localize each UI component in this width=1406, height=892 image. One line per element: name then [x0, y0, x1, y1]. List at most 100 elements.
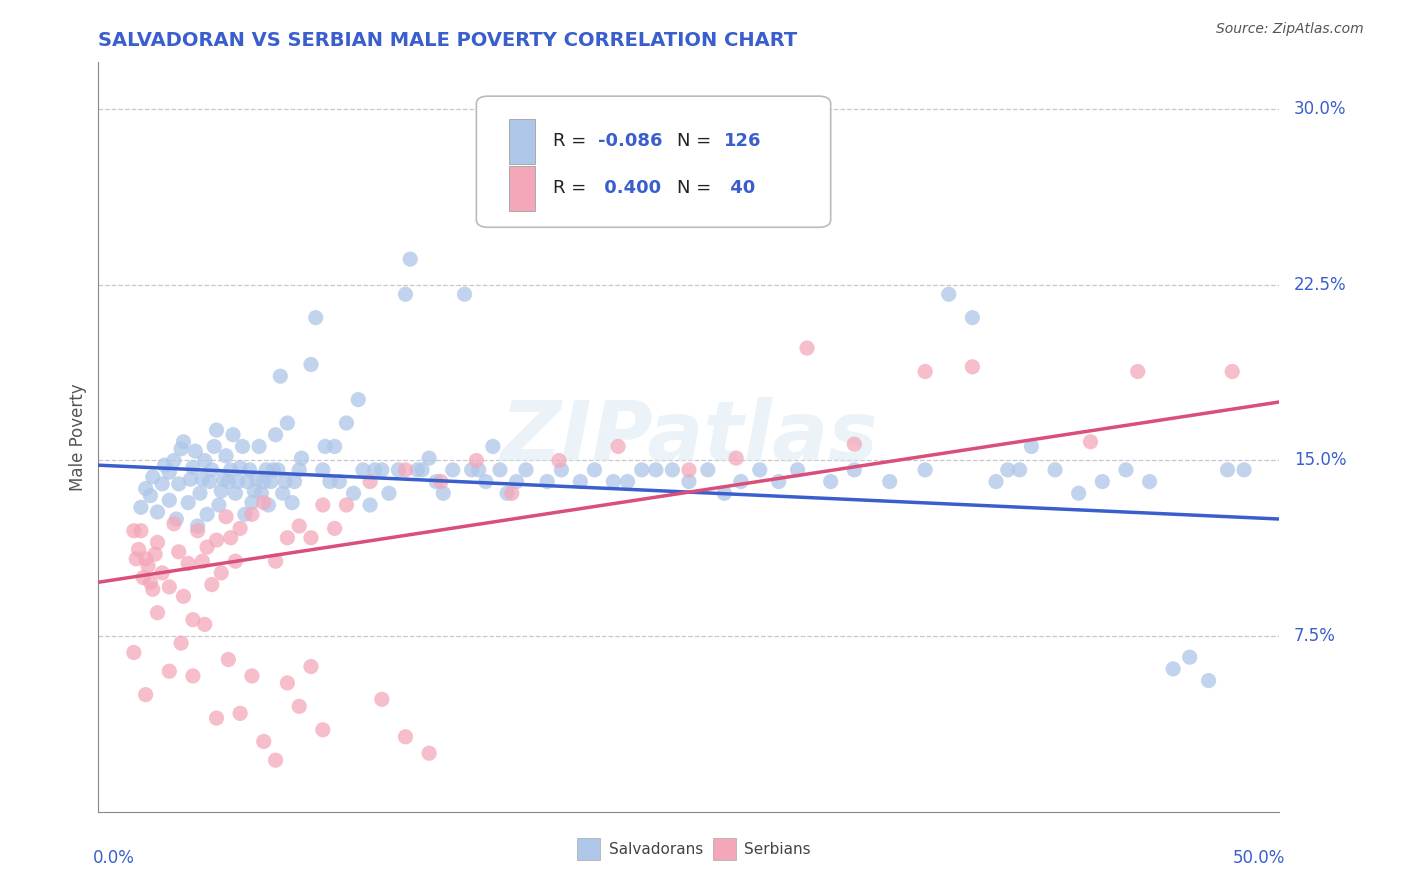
- Text: 15.0%: 15.0%: [1294, 451, 1346, 469]
- Point: [290, 451, 312, 466]
- Point: [198, 475, 221, 489]
- Point: [1115, 463, 1137, 477]
- Point: [453, 287, 475, 301]
- Point: [1008, 463, 1031, 477]
- Point: [236, 475, 259, 489]
- Point: [215, 509, 238, 524]
- Point: [630, 463, 652, 477]
- Point: [299, 531, 322, 545]
- Point: [219, 463, 242, 477]
- Point: [170, 636, 193, 650]
- Point: [276, 676, 298, 690]
- Point: [387, 463, 409, 477]
- Point: [879, 475, 901, 489]
- Point: [139, 575, 162, 590]
- Point: [312, 463, 335, 477]
- Text: 50.0%: 50.0%: [1233, 849, 1285, 867]
- Point: [253, 495, 276, 509]
- Point: [467, 463, 489, 477]
- Point: [1161, 662, 1184, 676]
- Point: [222, 427, 245, 442]
- Text: 40: 40: [724, 179, 755, 197]
- Point: [239, 463, 262, 477]
- Point: [224, 554, 246, 568]
- Point: [264, 753, 287, 767]
- Point: [122, 524, 145, 538]
- Point: [150, 476, 173, 491]
- Point: [323, 440, 346, 453]
- Point: [394, 463, 416, 477]
- Point: [418, 746, 440, 760]
- Point: [201, 577, 224, 591]
- Point: [253, 475, 276, 489]
- Point: [378, 486, 401, 500]
- Point: [167, 476, 190, 491]
- Point: [146, 535, 169, 549]
- Point: [730, 475, 752, 489]
- Point: [496, 486, 519, 500]
- Point: [283, 475, 305, 489]
- Point: [997, 463, 1019, 477]
- Point: [1067, 486, 1090, 500]
- Point: [165, 512, 187, 526]
- Point: [796, 341, 818, 355]
- Point: [195, 540, 218, 554]
- Point: [129, 524, 152, 538]
- Point: [505, 475, 527, 489]
- Point: [962, 359, 984, 374]
- Point: [271, 486, 294, 500]
- Text: SALVADORAN VS SERBIAN MALE POVERTY CORRELATION CHART: SALVADORAN VS SERBIAN MALE POVERTY CORRE…: [98, 30, 797, 50]
- Point: [661, 463, 683, 477]
- Text: 126: 126: [724, 132, 762, 150]
- Point: [276, 531, 298, 545]
- Point: [288, 463, 311, 477]
- Point: [163, 516, 186, 531]
- Point: [602, 475, 624, 489]
- Point: [205, 711, 228, 725]
- Point: [281, 495, 304, 509]
- Point: [170, 442, 193, 456]
- Point: [371, 463, 394, 477]
- Point: [209, 483, 232, 498]
- Point: [914, 463, 936, 477]
- Point: [209, 566, 232, 580]
- Text: Salvadorans: Salvadorans: [609, 842, 703, 856]
- Point: [187, 524, 209, 538]
- Point: [276, 416, 298, 430]
- Point: [1233, 463, 1256, 477]
- Point: [184, 444, 207, 458]
- Point: [364, 463, 387, 477]
- Point: [1043, 463, 1066, 477]
- Point: [399, 252, 422, 266]
- Point: [725, 451, 748, 466]
- Point: [177, 557, 200, 571]
- Point: [231, 440, 253, 453]
- Point: [678, 463, 700, 477]
- Point: [172, 434, 194, 449]
- Point: [312, 723, 335, 737]
- Point: [319, 475, 342, 489]
- Point: [418, 451, 440, 466]
- Point: [142, 470, 165, 484]
- Point: [359, 475, 381, 489]
- Point: [157, 465, 180, 479]
- Point: [181, 613, 204, 627]
- Point: [172, 590, 194, 604]
- Point: [938, 287, 960, 301]
- Point: [768, 475, 790, 489]
- Point: [146, 505, 169, 519]
- Point: [250, 486, 273, 500]
- Point: [142, 582, 165, 597]
- Point: [240, 669, 263, 683]
- Point: [153, 458, 176, 473]
- Point: [253, 734, 276, 748]
- Point: [257, 498, 280, 512]
- Point: [217, 652, 239, 666]
- Point: [465, 453, 488, 467]
- Text: R =: R =: [553, 179, 592, 197]
- Text: N =: N =: [678, 132, 717, 150]
- Point: [299, 659, 322, 673]
- Point: [314, 440, 336, 453]
- Point: [616, 475, 638, 489]
- Text: R =: R =: [553, 132, 592, 150]
